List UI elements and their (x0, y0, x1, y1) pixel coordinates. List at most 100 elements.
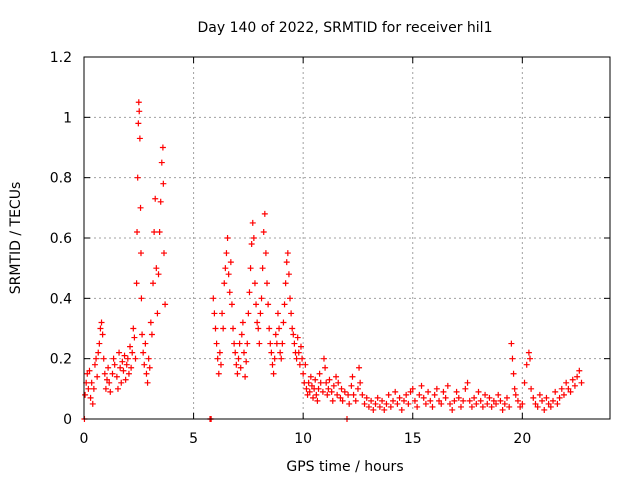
data-point (121, 352, 128, 359)
data-point (85, 385, 92, 392)
data-point (258, 295, 265, 302)
y-tick-label: 0.6 (50, 231, 72, 247)
data-point (523, 361, 530, 368)
data-point (317, 379, 324, 386)
data-point (449, 406, 456, 413)
x-tick-label: 15 (404, 431, 422, 447)
data-point (475, 388, 482, 395)
data-point (387, 403, 394, 410)
data-point (235, 355, 242, 362)
data-point (274, 310, 281, 317)
data-point (148, 331, 155, 338)
data-point (86, 367, 93, 374)
data-point (127, 343, 134, 350)
data-point (325, 385, 332, 392)
data-point (101, 370, 108, 377)
data-point (315, 385, 322, 392)
data-point (271, 355, 278, 362)
data-point (394, 400, 401, 407)
data-point (307, 373, 314, 380)
data-point (521, 379, 528, 386)
data-point (488, 403, 495, 410)
data-point (223, 250, 230, 257)
y-tick-label: 0.8 (50, 171, 72, 187)
data-point (123, 361, 130, 368)
data-point (269, 361, 276, 368)
data-point (261, 210, 268, 217)
data-point (514, 397, 521, 404)
data-point (136, 108, 143, 115)
data-point (528, 385, 535, 392)
data-point (576, 367, 583, 374)
data-point (95, 349, 102, 356)
data-point (324, 391, 331, 398)
data-point (511, 385, 518, 392)
data-point (265, 301, 272, 308)
data-point (490, 397, 497, 404)
data-point (462, 385, 469, 392)
data-point (484, 400, 491, 407)
data-point (365, 403, 372, 410)
data-point (215, 370, 222, 377)
data-point (136, 135, 143, 142)
data-point (100, 355, 107, 362)
data-point (154, 310, 161, 317)
data-point (89, 400, 96, 407)
data-point (471, 394, 478, 401)
data-point (295, 349, 302, 356)
data-point (479, 403, 486, 410)
data-point (392, 388, 399, 395)
y-axis-label: SRMTID / TECUs (8, 182, 24, 295)
data-point (527, 355, 534, 362)
data-point (137, 250, 144, 257)
data-point (111, 361, 118, 368)
x-tick-label: 0 (80, 431, 89, 447)
data-point (159, 144, 166, 151)
data-point (219, 310, 226, 317)
data-point (213, 340, 220, 347)
data-point (359, 391, 366, 398)
data-point (264, 280, 271, 287)
data-point (211, 310, 218, 317)
data-point (160, 250, 167, 257)
data-point (407, 388, 414, 395)
data-point (578, 379, 585, 386)
data-point (287, 295, 294, 302)
data-point (124, 355, 131, 362)
chart-title: Day 140 of 2022, SRMTID for receiver hil… (198, 20, 493, 36)
data-point (323, 379, 330, 386)
data-point (306, 388, 313, 395)
data-point (305, 379, 312, 386)
data-point (270, 370, 277, 377)
data-point (569, 376, 576, 383)
data-point (277, 349, 284, 356)
data-point (425, 388, 432, 395)
data-point (335, 379, 342, 386)
data-point (348, 382, 355, 389)
data-point (328, 388, 335, 395)
data-point (226, 289, 233, 296)
data-point (506, 403, 513, 410)
data-point (278, 355, 285, 362)
data-point (246, 289, 253, 296)
y-tick-label: 1.2 (50, 50, 72, 66)
data-point (217, 361, 224, 368)
data-point (418, 382, 425, 389)
data-point (554, 400, 561, 407)
data-point (93, 355, 100, 362)
data-point (262, 250, 269, 257)
data-point (134, 228, 141, 235)
data-point (320, 355, 327, 362)
data-point (550, 397, 557, 404)
data-point (260, 228, 267, 235)
data-point (248, 241, 255, 248)
data-point (214, 355, 221, 362)
data-point (451, 397, 458, 404)
data-point (239, 319, 246, 326)
data-point (125, 370, 132, 377)
data-point (87, 394, 94, 401)
data-point (517, 403, 524, 410)
data-point (357, 379, 364, 386)
data-point (233, 361, 240, 368)
data-point (293, 355, 300, 362)
